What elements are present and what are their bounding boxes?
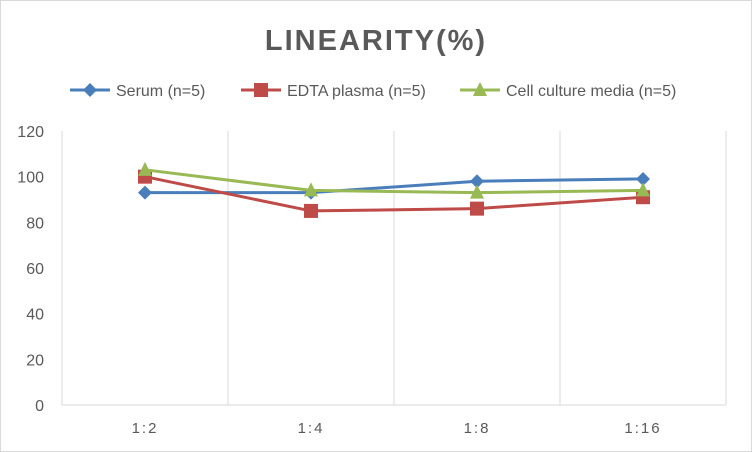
square-marker [304, 203, 318, 218]
series-line [144, 175, 644, 213]
series-line [144, 168, 644, 195]
diamond-marker [636, 171, 650, 186]
legend-label: EDTA plasma (n=5) [287, 83, 426, 100]
triangle-marker [473, 82, 487, 96]
legend-label: Cell culture media (n=5) [506, 83, 676, 100]
triangle-marker [636, 182, 650, 197]
diamond-marker [470, 174, 484, 189]
y-tick-label: 80 [26, 215, 44, 232]
triangle-marker [138, 161, 152, 176]
x-tick-label: 1:4 [298, 420, 325, 437]
y-tick-label: 60 [26, 261, 44, 278]
y-tick-label: 20 [26, 352, 44, 369]
chart-title: LINEARITY(%) [265, 25, 487, 57]
legend-label: Serum (n=5) [116, 83, 205, 100]
triangle-marker [304, 182, 318, 197]
y-tick-label: 120 [17, 124, 44, 141]
x-tick-label: 1:16 [624, 420, 661, 437]
square-marker [470, 201, 484, 216]
square-marker [254, 83, 268, 97]
x-tick-label: 1:2 [132, 420, 159, 437]
diamond-marker [138, 185, 152, 200]
x-tick-label: 1:8 [464, 420, 491, 437]
diamond-marker [83, 83, 97, 97]
y-tick-label: 100 [17, 170, 44, 187]
y-tick-label: 0 [35, 398, 44, 415]
y-tick-label: 40 [26, 307, 44, 324]
triangle-marker [470, 184, 484, 199]
